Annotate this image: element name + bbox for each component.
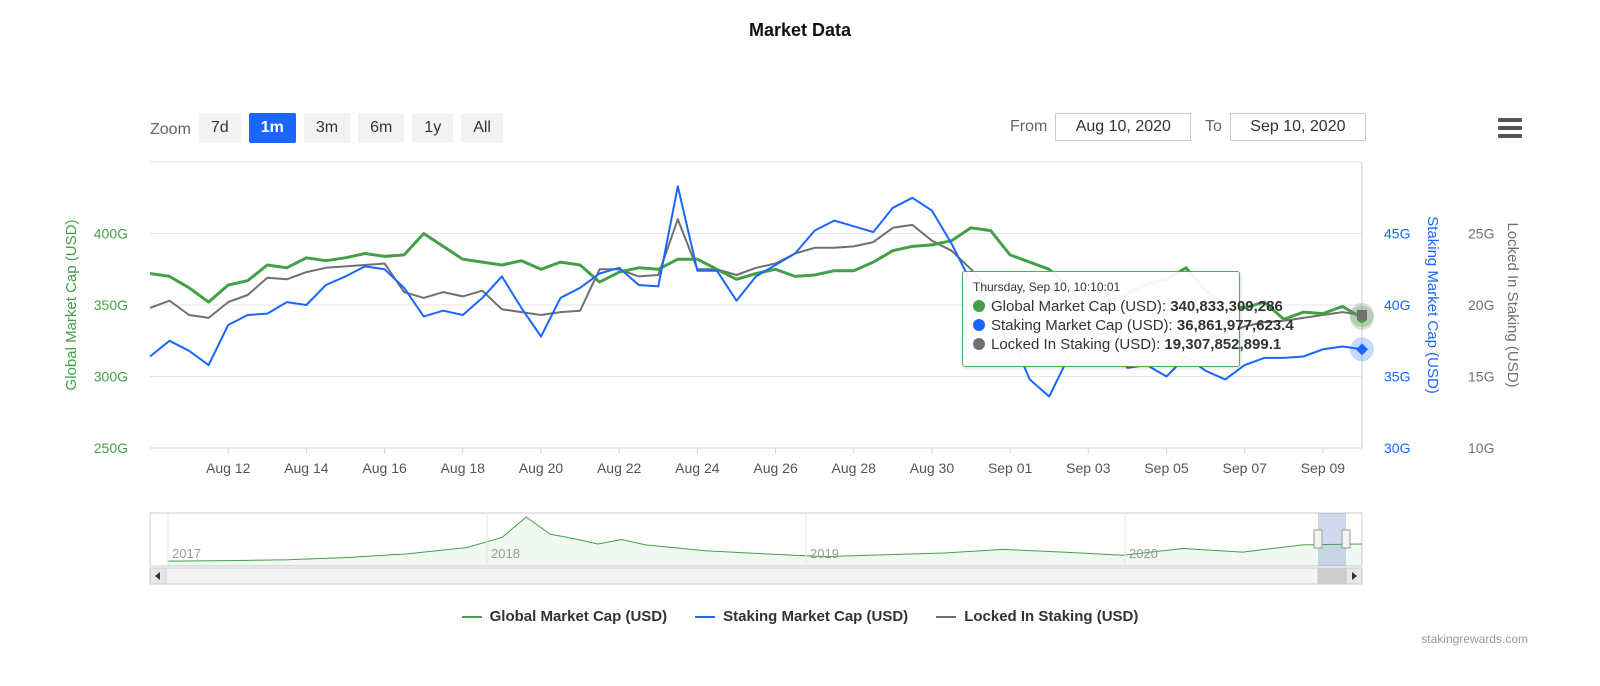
x-tick-label: Sep 03: [1066, 460, 1111, 476]
x-tick-label: Aug 28: [832, 460, 877, 476]
y-axis-title-staking: Staking Market Cap (USD): [1424, 216, 1441, 394]
x-tick-label: Aug 30: [910, 460, 955, 476]
navigator-year-label: 2017: [172, 546, 201, 561]
zoom-3m-button[interactable]: 3m: [303, 113, 351, 143]
zoom-label: Zoom: [150, 121, 191, 138]
range-to-label: To: [1205, 118, 1222, 135]
y-tick-label-locked: 10G: [1468, 440, 1494, 456]
hamburger-menu-icon[interactable]: [1498, 118, 1522, 138]
zoom-1m-button[interactable]: 1m: [248, 113, 296, 143]
y-axis-title-global: Global Market Cap (USD): [63, 220, 80, 391]
x-tick-label: Sep 01: [988, 460, 1033, 476]
y-tick-label-global: 300G: [94, 369, 128, 385]
x-tick-label: Aug 26: [753, 460, 798, 476]
legend: Global Market Cap (USD) Staking Market C…: [0, 608, 1600, 625]
scrollbar-track[interactable]: [149, 567, 1363, 585]
hover-marker-staking: [1356, 343, 1368, 356]
legend-item-locked[interactable]: Locked In Staking (USD): [936, 608, 1138, 625]
y-tick-label-global: 400G: [94, 226, 128, 242]
x-tick-label: Aug 16: [362, 460, 407, 476]
navigator-area: [168, 517, 1362, 566]
tooltip-row-locked: Locked In Staking (USD): 19,307,852,899.…: [973, 336, 1281, 353]
range-to-input[interactable]: [1229, 113, 1366, 141]
credit-link[interactable]: stakingrewards.com: [1421, 632, 1528, 646]
y-tick-label-staking: 30G: [1384, 440, 1410, 456]
y-tick-label-staking: 45G: [1384, 226, 1410, 242]
y-tick-label-locked: 15G: [1468, 369, 1494, 385]
navigator-handle-right[interactable]: [1341, 529, 1351, 549]
legend-item-global[interactable]: Global Market Cap (USD): [461, 608, 667, 625]
navigator-selection[interactable]: [1318, 513, 1346, 566]
range-from-label: From: [1010, 118, 1048, 135]
y-axis-title-locked: Locked In Staking (USD): [1504, 222, 1521, 387]
series-line-staking: [149, 185, 1363, 398]
navigator-year-label: 2020: [1129, 546, 1158, 561]
x-tick-label: Sep 07: [1223, 460, 1268, 476]
y-tick-label-locked: 20G: [1468, 297, 1494, 313]
range-to: To: [1205, 113, 1366, 141]
chart-title: Market Data: [748, 20, 852, 40]
zoom-1y-button[interactable]: 1y: [412, 113, 454, 143]
y-tick-label-staking: 40G: [1384, 297, 1410, 313]
zoom-7d-button[interactable]: 7d: [198, 113, 241, 143]
range-from: From: [1010, 113, 1192, 141]
navigator-line: [167, 516, 1363, 562]
navigator-handle-left[interactable]: [1313, 529, 1323, 549]
range-from-input[interactable]: [1055, 113, 1192, 141]
tooltip-row-staking: Staking Market Cap (USD): 36,861,977,623…: [973, 317, 1294, 334]
x-tick-label: Sep 05: [1144, 460, 1189, 476]
zoom-controls: Zoom 7d 1m 3m 6m 1y All: [150, 113, 511, 143]
x-tick-label: Aug 22: [597, 460, 642, 476]
zoom-all-button[interactable]: All: [461, 113, 503, 143]
x-tick-label: Sep 09: [1301, 460, 1346, 476]
zoom-6m-button[interactable]: 6m: [358, 113, 405, 143]
x-tick-label: Aug 12: [206, 460, 251, 476]
navigator-year-label: 2018: [491, 546, 520, 561]
tooltip: Thursday, Sep 10, 10:10:01 Global Market…: [962, 271, 1294, 367]
x-tick-label: Aug 18: [441, 460, 486, 476]
scroll-right-arrow-icon: [1352, 572, 1357, 580]
hover-marker-locked: [1357, 310, 1367, 321]
tooltip-row-global: Global Market Cap (USD): 340,833,309,286: [973, 298, 1283, 315]
tooltip-header: Thursday, Sep 10, 10:10:01: [973, 280, 1121, 294]
x-tick-label: Aug 24: [675, 460, 720, 476]
y-tick-label-global: 250G: [94, 440, 128, 456]
legend-item-staking[interactable]: Staking Market Cap (USD): [695, 608, 908, 625]
navigator-year-label: 2019: [810, 546, 839, 561]
x-tick-label: Aug 14: [284, 460, 329, 476]
scroll-left-arrow-icon: [155, 572, 160, 580]
y-tick-label-locked: 25G: [1468, 226, 1494, 242]
y-tick-label-global: 350G: [94, 297, 128, 313]
y-tick-label-staking: 35G: [1384, 369, 1410, 385]
scrollbar-thumb[interactable]: [1317, 567, 1347, 585]
x-tick-label: Aug 20: [519, 460, 564, 476]
